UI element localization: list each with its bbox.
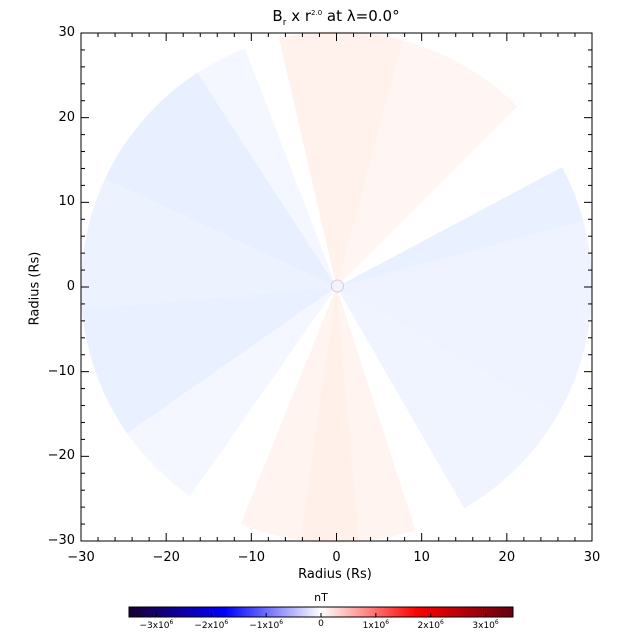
heatmap-sector	[81, 179, 337, 310]
y-tick-label: −30	[47, 533, 75, 548]
y-axis-ticks	[81, 32, 592, 542]
colorbar-tick-label: 3x106	[472, 619, 499, 631]
heatmap-sector	[197, 48, 337, 287]
y-tick-label: 10	[58, 194, 75, 210]
heatmap-sectors	[81, 31, 592, 543]
heatmap-sector	[336, 287, 416, 542]
heatmap-sector	[336, 287, 558, 509]
title-main: B	[272, 7, 283, 25]
x-tick-label: 10	[413, 550, 430, 565]
colorbar-tick-label: 0	[318, 619, 324, 629]
colorbar-label: nT	[314, 591, 328, 604]
heatmap-sector	[336, 40, 518, 288]
heatmap-sector	[336, 106, 563, 287]
title-sup: 2.0	[311, 9, 323, 17]
title-mid: x r	[286, 7, 312, 25]
x-tick-label: 30	[583, 550, 601, 565]
y-tick-label: −10	[47, 363, 75, 379]
heatmap-sector	[300, 287, 359, 543]
title-tail: at λ=0.0°	[322, 7, 400, 25]
y-tick-label: 0	[66, 279, 75, 294]
heatmap-sector	[336, 220, 592, 415]
x-tick-label: 20	[498, 550, 516, 565]
x-tick-label: −10	[237, 550, 266, 565]
x-tick-label: 0	[332, 550, 341, 565]
title-sub: r	[282, 18, 287, 28]
heatmap-sector	[336, 287, 465, 530]
heatmap-sector	[81, 287, 337, 434]
colorbar-tick-label: 1x106	[362, 619, 390, 631]
heatmap-sector	[279, 31, 403, 287]
heatmap-sector	[127, 287, 337, 497]
heatmap-sector	[240, 287, 337, 541]
colorbar-tick-label: −3x106	[139, 619, 174, 631]
heatmap-sector	[104, 72, 337, 288]
colorbar-tick-label: −2x106	[194, 619, 229, 631]
x-axis-ticks	[80, 33, 593, 541]
heatmap-sector	[336, 167, 584, 287]
y-tick-label: 30	[58, 25, 75, 40]
central-body	[331, 279, 344, 293]
x-tick-label: −30	[67, 550, 95, 565]
colorbar-tick-label: −1x106	[249, 619, 284, 631]
y-tick-label: 20	[58, 109, 75, 125]
chart-title: Br x r2.0 at λ=0.0°	[0, 9, 640, 28]
colorbar-ticks	[155, 613, 487, 617]
colorbar-tick-label: 2x106	[417, 619, 444, 631]
y-tick-label: −20	[47, 448, 75, 464]
x-axis-label: Radius (Rs)	[298, 567, 372, 582]
x-tick-label: −20	[152, 550, 180, 565]
